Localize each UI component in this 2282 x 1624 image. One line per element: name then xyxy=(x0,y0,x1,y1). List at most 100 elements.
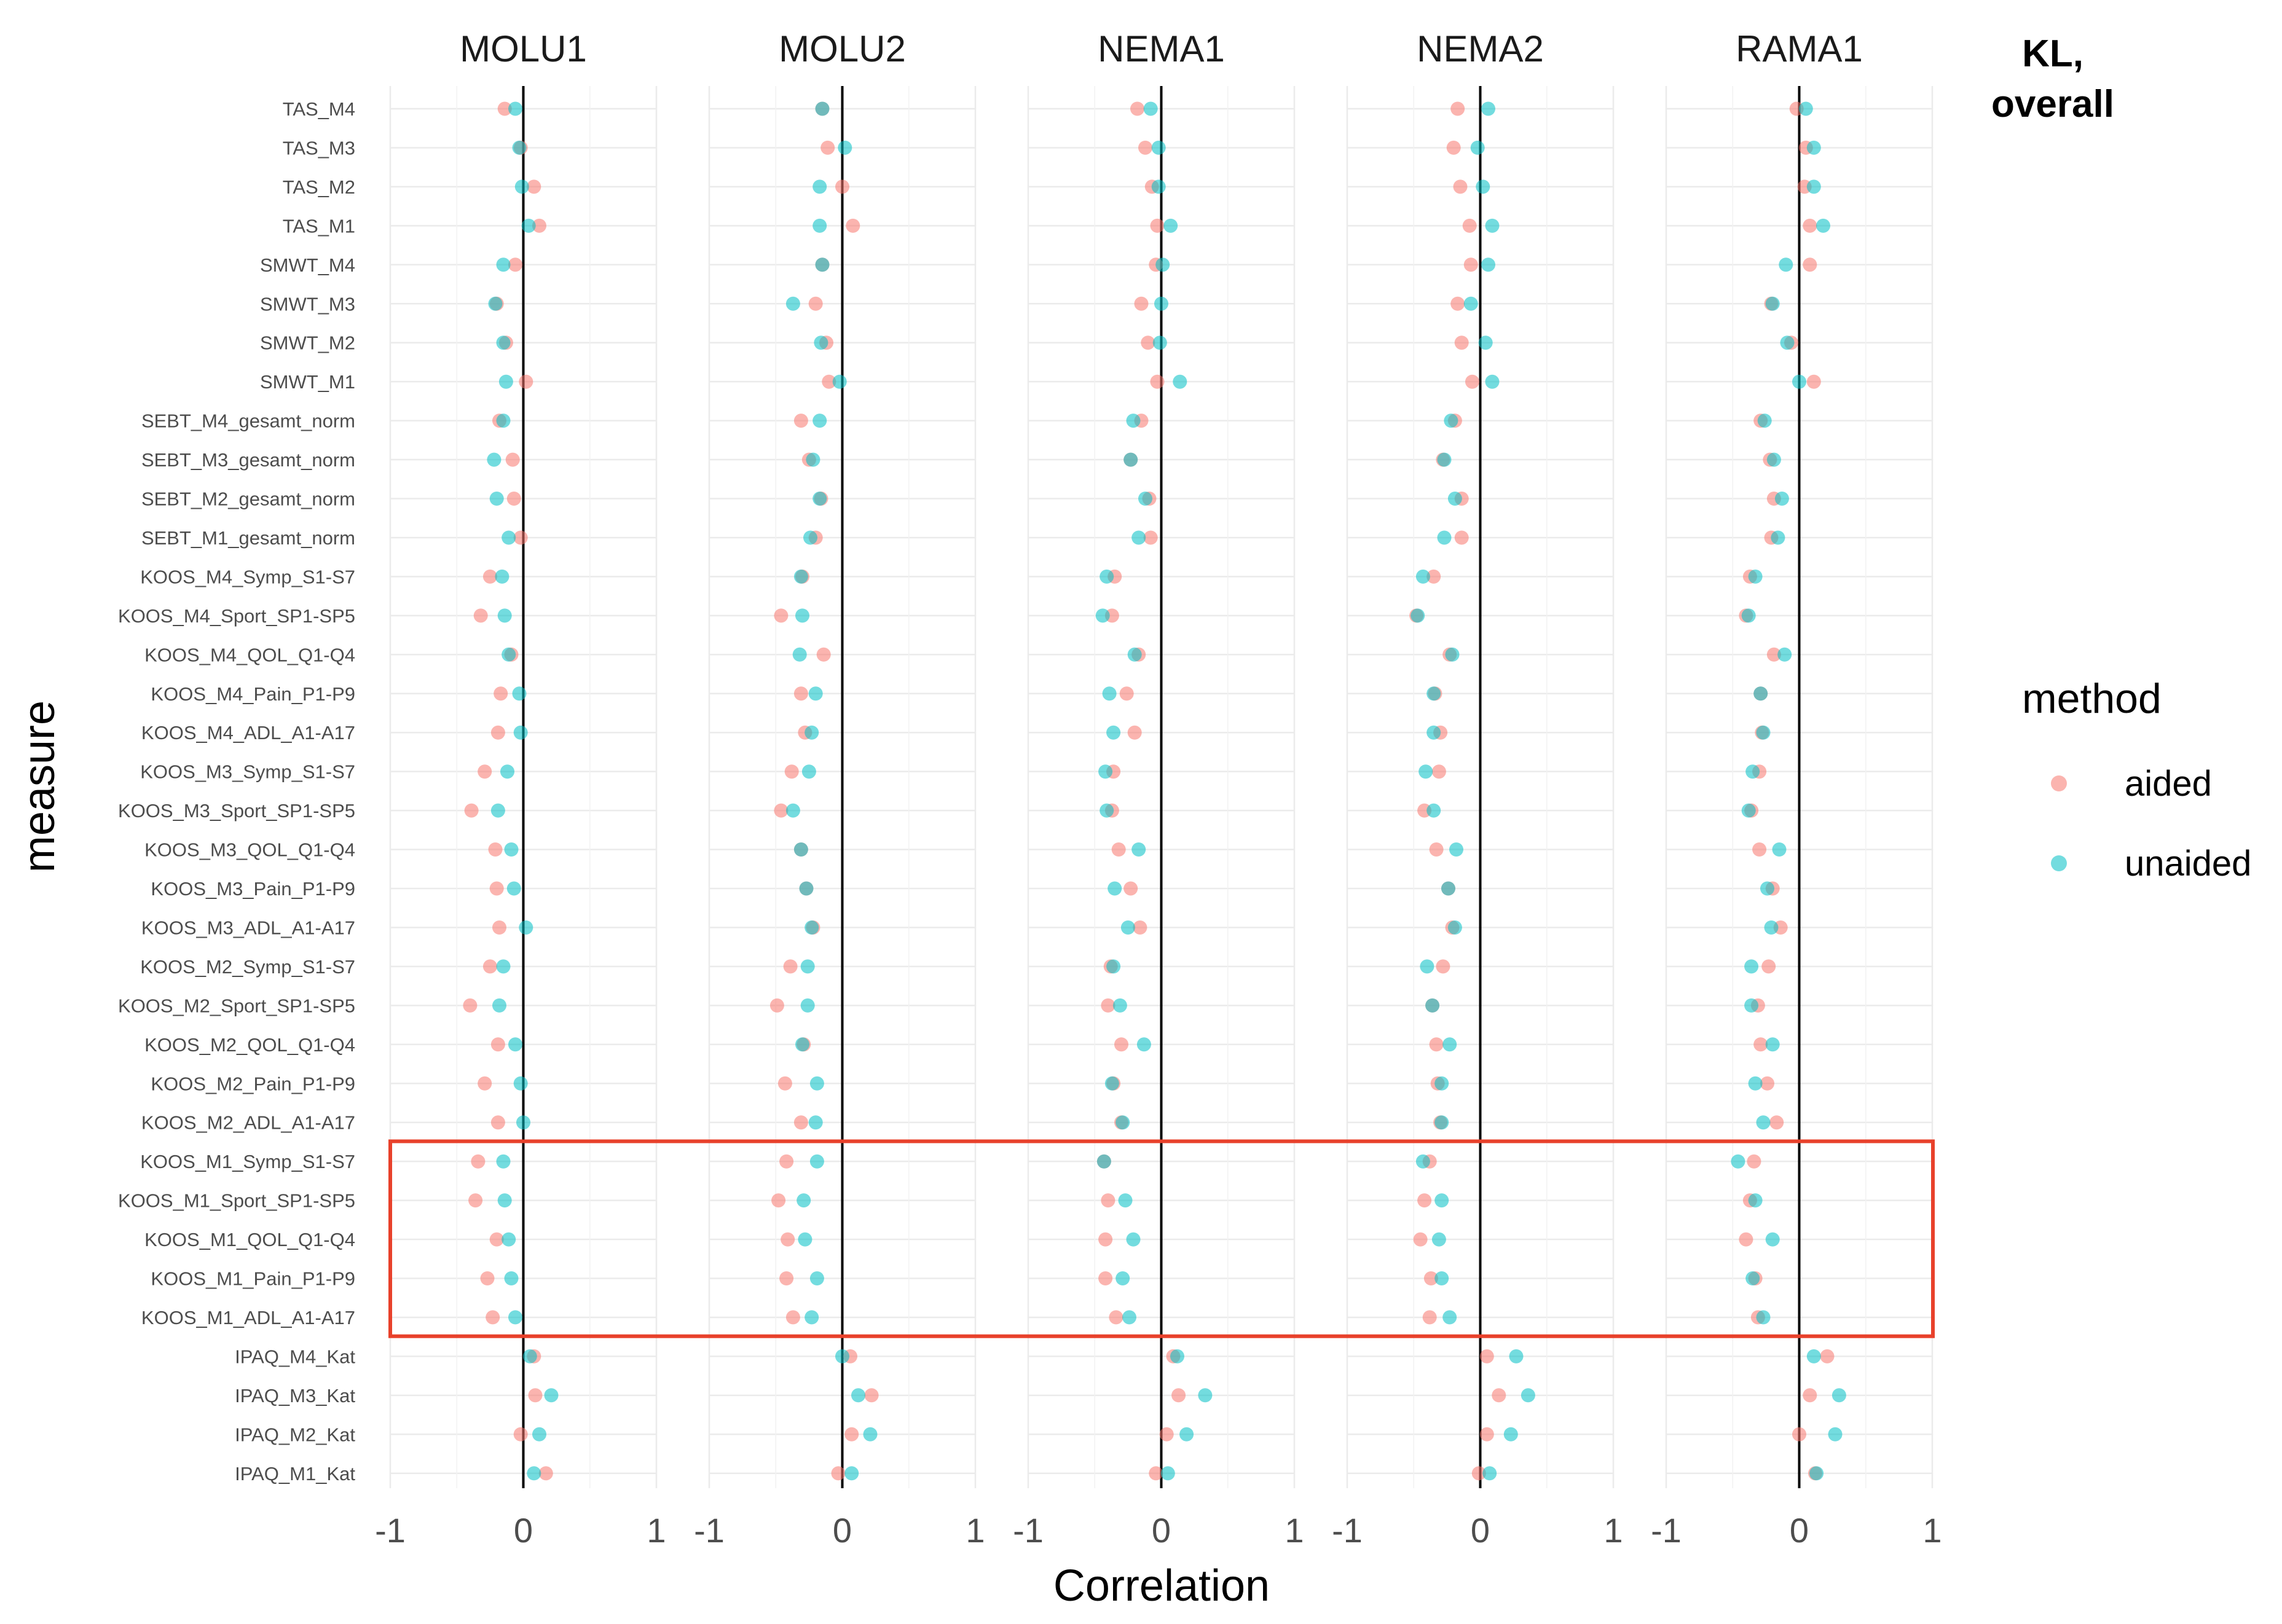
point-unaided-molu2 xyxy=(815,101,830,116)
point-aided-molu2 xyxy=(777,1076,792,1091)
point-aided-molu2 xyxy=(864,1388,879,1403)
text-layer: MOLU1 -1 0 1 MOLU2 -1 0 1 NEMA1 -1 0 1 NEMA2 -1 0 1 RAMA… xyxy=(15,28,2114,1610)
point-aided-nema1 xyxy=(1127,725,1142,740)
y-tick-label: KOOS_M1_QOL_Q1-Q4 xyxy=(144,1229,355,1250)
point-unaided-nema2 xyxy=(1411,608,1425,623)
x-tick-label: 0 xyxy=(1152,1511,1171,1550)
point-unaided-nema1 xyxy=(1127,647,1142,662)
y-tick-label: KOOS_M3_Pain_P1-P9 xyxy=(151,878,355,900)
point-aided-molu2 xyxy=(783,959,798,974)
point-unaided-nema1 xyxy=(1155,257,1170,272)
point-aided-rama1 xyxy=(1739,1232,1753,1247)
point-unaided-molu2 xyxy=(795,1037,809,1052)
point-unaided-nema1 xyxy=(1151,140,1166,155)
point-aided-rama1 xyxy=(1752,842,1767,857)
point-unaided-molu1 xyxy=(490,803,505,818)
point-unaided-nema1 xyxy=(1138,492,1152,506)
point-unaided-molu1 xyxy=(496,257,511,272)
point-unaided-nema2 xyxy=(1426,725,1441,740)
point-unaided-molu2 xyxy=(800,998,815,1013)
point-unaided-rama1 xyxy=(1766,452,1781,467)
point-unaided-nema2 xyxy=(1485,374,1500,389)
y-tick-label: KOOS_M4_QOL_Q1-Q4 xyxy=(144,644,355,665)
point-unaided-nema2 xyxy=(1434,1076,1449,1091)
point-aided-rama1 xyxy=(1806,374,1821,389)
y-tick-label: KOOS_M2_QOL_Q1-Q4 xyxy=(144,1034,355,1056)
point-aided-molu1 xyxy=(468,1193,483,1208)
point-unaided-molu2 xyxy=(785,296,800,311)
point-unaided-molu1 xyxy=(502,530,516,545)
y-tick-label: TAS_M3 xyxy=(283,137,355,159)
point-aided-nema2 xyxy=(1450,296,1465,311)
zero-line-layer xyxy=(522,86,1801,1488)
facet-title-molu2: MOLU2 xyxy=(779,28,906,69)
point-unaided-molu1 xyxy=(489,492,504,506)
point-unaided-nema1 xyxy=(1104,1076,1119,1091)
y-tick-label: SEBT_M4_gesamt_norm xyxy=(141,410,355,432)
point-unaided-nema2 xyxy=(1418,764,1433,779)
point-aided-rama1 xyxy=(1753,1037,1768,1052)
point-aided-nema1 xyxy=(1171,1388,1186,1403)
point-aided-molu1 xyxy=(482,959,497,974)
legend: method aided unaided xyxy=(2022,675,2251,884)
x-tick-label: 1 xyxy=(966,1511,985,1550)
point-unaided-molu1 xyxy=(519,920,533,935)
point-aided-rama1 xyxy=(1803,257,1817,272)
point-unaided-nema2 xyxy=(1521,1388,1535,1403)
point-aided-nema1 xyxy=(1109,1310,1123,1325)
point-unaided-molu1 xyxy=(508,101,522,116)
point-unaided-nema2 xyxy=(1441,881,1455,896)
point-unaided-rama1 xyxy=(1772,842,1787,857)
point-aided-molu2 xyxy=(846,218,860,233)
point-aided-molu2 xyxy=(774,608,789,623)
point-unaided-rama1 xyxy=(1792,374,1806,389)
point-aided-nema1 xyxy=(1119,686,1134,701)
point-unaided-rama1 xyxy=(1828,1427,1843,1442)
point-unaided-rama1 xyxy=(1745,764,1760,779)
point-aided-molu1 xyxy=(527,179,541,194)
point-aided-molu1 xyxy=(471,1154,486,1169)
point-unaided-rama1 xyxy=(1765,1232,1780,1247)
facet-title-molu1: MOLU1 xyxy=(460,28,587,69)
point-aided-nema2 xyxy=(1426,569,1441,584)
point-unaided-molu2 xyxy=(812,492,827,506)
legend-title: method xyxy=(2022,675,2162,722)
legend-label-aided: aided xyxy=(2125,764,2212,804)
point-unaided-molu1 xyxy=(506,881,521,896)
point-unaided-molu2 xyxy=(812,179,827,194)
point-aided-nema2 xyxy=(1479,1349,1494,1363)
point-aided-nema1 xyxy=(1098,1271,1113,1285)
x-axis-title: Correlation xyxy=(1053,1561,1270,1610)
point-unaided-nema1 xyxy=(1131,842,1146,857)
point-aided-nema1 xyxy=(1101,1193,1115,1208)
y-tick-label: KOOS_M4_ADL_A1-A17 xyxy=(141,722,355,743)
point-unaided-nema2 xyxy=(1415,569,1430,584)
point-unaided-nema1 xyxy=(1120,920,1135,935)
point-unaided-nema1 xyxy=(1102,686,1117,701)
point-aided-molu2 xyxy=(816,647,831,662)
point-aided-rama1 xyxy=(1761,959,1776,974)
point-unaided-nema2 xyxy=(1449,842,1463,857)
point-unaided-rama1 xyxy=(1765,1037,1780,1052)
point-unaided-molu1 xyxy=(487,452,502,467)
point-unaided-molu2 xyxy=(812,218,827,233)
point-aided-rama1 xyxy=(1803,1388,1817,1403)
y-tick-label: KOOS_M2_Symp_S1-S7 xyxy=(140,956,355,978)
point-unaided-molu1 xyxy=(496,335,511,350)
point-aided-molu1 xyxy=(532,218,546,233)
point-aided-nema2 xyxy=(1422,1310,1437,1325)
y-tick-label: KOOS_M2_Sport_SP1-SP5 xyxy=(118,995,355,1016)
point-unaided-molu1 xyxy=(492,998,506,1013)
point-aided-molu1 xyxy=(513,530,528,545)
y-tick-label: KOOS_M3_ADL_A1-A17 xyxy=(141,917,355,938)
point-unaided-rama1 xyxy=(1780,335,1795,350)
point-unaided-molu2 xyxy=(793,569,808,584)
point-aided-molu2 xyxy=(781,1232,795,1247)
point-unaided-rama1 xyxy=(1806,140,1821,155)
point-unaided-nema1 xyxy=(1123,452,1138,467)
point-unaided-nema2 xyxy=(1437,530,1452,545)
point-unaided-nema1 xyxy=(1131,530,1146,545)
point-aided-nema1 xyxy=(1111,842,1126,857)
point-aided-nema2 xyxy=(1492,1388,1506,1403)
point-aided-molu1 xyxy=(508,257,522,272)
